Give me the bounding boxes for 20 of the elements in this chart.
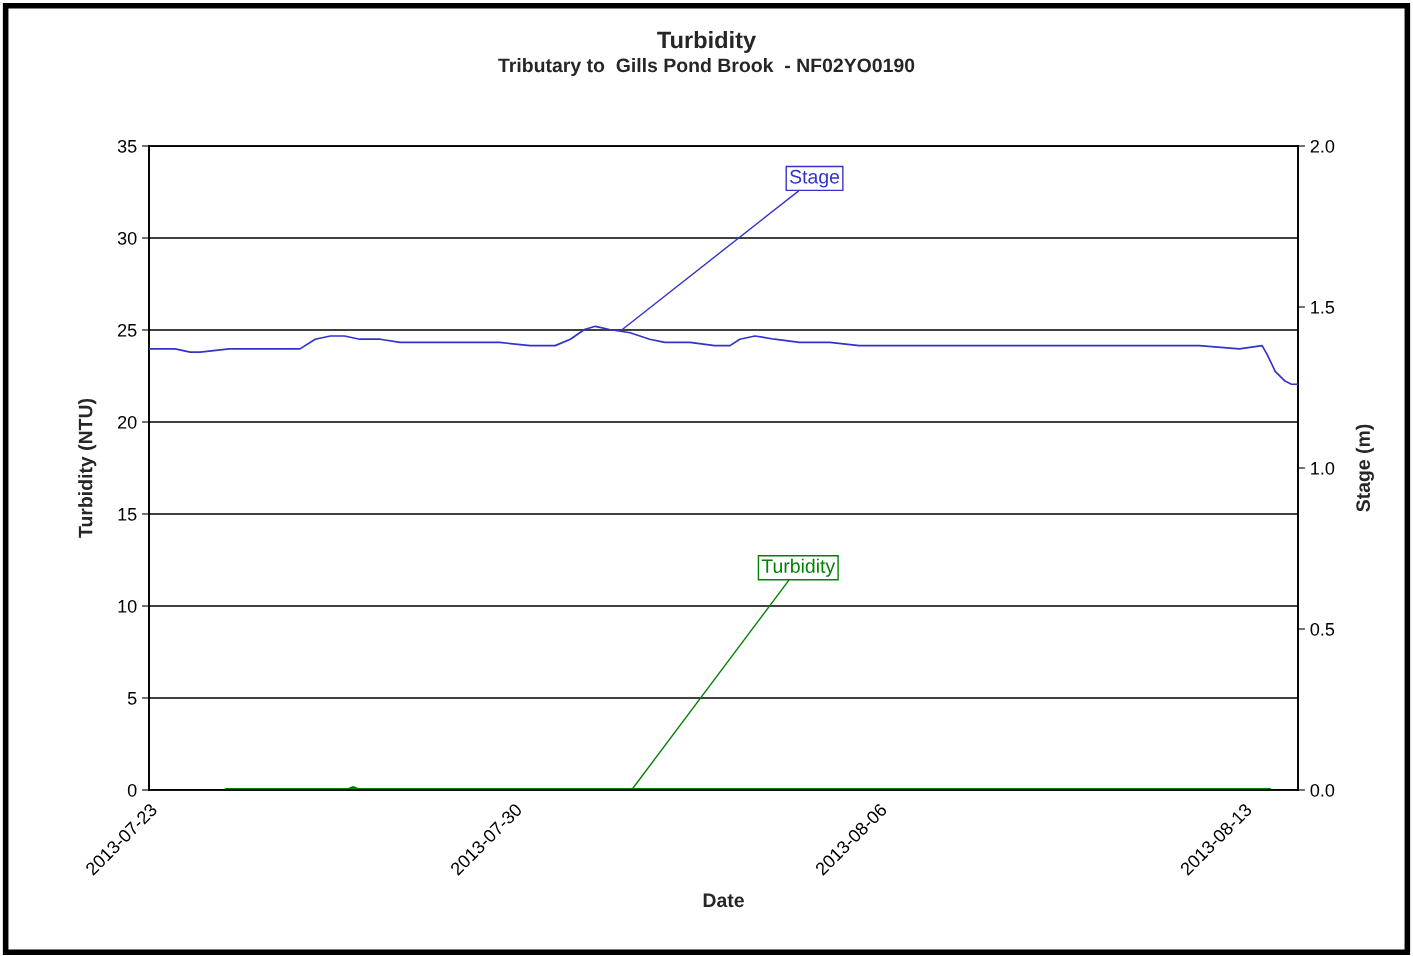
y-tick-label: 15: [118, 508, 137, 521]
y-tick-label: 20: [118, 415, 137, 429]
y-tick-label: 0: [127, 783, 137, 797]
y2-tick-label: 1.0: [1311, 461, 1335, 475]
y-tick-label: 5: [127, 692, 137, 705]
y-tick-label: 25: [118, 323, 137, 337]
y-axis-title: Turbidity (NTU): [78, 398, 97, 538]
y-tick-label: 10: [118, 599, 137, 613]
text: Turbidity: [761, 558, 836, 577]
y-tick-label: 30: [117, 231, 137, 245]
text: Stage: [790, 169, 840, 188]
chart-title: Turbidity: [657, 31, 756, 53]
y2-tick-label: 0.0: [1310, 783, 1335, 797]
y2-tick-label: 1.5: [1311, 301, 1335, 314]
y2-tick-label: 2.0: [1310, 139, 1335, 153]
x-axis-title: Date: [703, 893, 744, 908]
y2-axis-title: Stage (m): [1355, 424, 1374, 512]
y2-tick-label: 0.5: [1310, 622, 1335, 636]
y-tick-label: 35: [117, 139, 137, 153]
chart-subtitle: Tributary to Gills Pond Brook - NF02YO0190: [498, 57, 915, 77]
